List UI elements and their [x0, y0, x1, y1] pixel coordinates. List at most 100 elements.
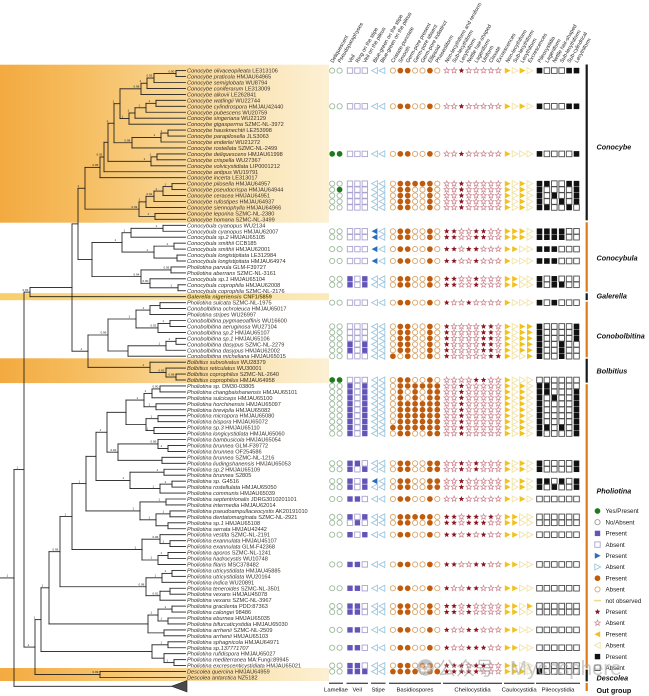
svg-text:1: 1 [129, 315, 131, 319]
svg-text:Pholiotina brunnea S2805: Pholiotina brunnea S2805 [187, 473, 251, 479]
svg-text:Absent: Absent [606, 564, 626, 571]
svg-text:1: 1 [140, 79, 142, 83]
svg-text:0.99: 0.99 [93, 670, 99, 674]
svg-text:1: 1 [156, 187, 158, 191]
svg-text:Conocybe enderlei WU21272: Conocybe enderlei WU21272 [187, 140, 260, 146]
svg-text:1: 1 [151, 556, 153, 560]
svg-text:Pholiotina sp.137771707: Pholiotina sp.137771707 [187, 646, 249, 652]
svg-text:Cheilocystidia: Cheilocystidia [454, 688, 491, 694]
svg-text:Pholiotina brunnea GLM-F39772: Pholiotina brunnea GLM-F39772 [187, 443, 268, 449]
svg-text:1: 1 [171, 284, 173, 288]
svg-text:1: 1 [155, 574, 157, 578]
svg-text:1: 1 [161, 129, 163, 133]
svg-text:Conocybe pubescens WU20759: Conocybe pubescens WU20759 [187, 110, 267, 116]
svg-text:0.92: 0.92 [111, 448, 117, 452]
svg-text:1: 1 [143, 306, 145, 310]
svg-text:Pholiotina arrhenii SZMC-NL-25: Pholiotina arrhenii SZMC-NL-2509 [187, 628, 273, 634]
svg-text:Pholiotina pseudoampullaceocys: Pholiotina pseudoampullaceocystis AK2019… [187, 509, 308, 515]
svg-text:0.96: 0.96 [153, 535, 159, 539]
svg-text:0.90: 0.90 [153, 385, 159, 389]
svg-text:Conobolbitina sp.1 HMJAU65106: Conobolbitina sp.1 HMJAU65106 [187, 336, 270, 342]
svg-text:Conocybe homana SZMC-NL-3499: Conocybe homana SZMC-NL-3499 [187, 217, 275, 223]
svg-text:Pholiotina arrhenii HMJAU65103: Pholiotina arrhenii HMJAU65103 [187, 634, 268, 640]
svg-text:0.96: 0.96 [151, 440, 157, 444]
svg-text:Pholiotina exannulata HMJAU451: Pholiotina exannulata HMJAU45107 [187, 539, 277, 545]
svg-text:Conobolbitina ochroleuca HMJAU: Conobolbitina ochroleuca HMJAU65017 [187, 307, 287, 313]
svg-text:1: 1 [123, 476, 125, 480]
svg-text:Conocybe rostellata SZMC-NL-24: Conocybe rostellata SZMC-NL-2499 [187, 146, 277, 152]
svg-text:Pholiotina sp. DM30-03805: Pholiotina sp. DM30-03805 [187, 384, 255, 390]
svg-text:Conocybe siennophylla HMJAU649: Conocybe siennophylla HMJAU64966 [187, 205, 281, 211]
svg-text:Conocybe watlingii WU22744: Conocybe watlingii WU22744 [187, 98, 260, 104]
svg-text:Conocybe volvicystidiata LIP00: Conocybe volvicystidiata LIP0001212 [187, 164, 280, 170]
svg-text:1: 1 [115, 238, 117, 242]
svg-text:Present: Present [606, 654, 628, 661]
svg-text:Descolea: Descolea [597, 673, 629, 682]
svg-text:0.92: 0.92 [159, 368, 165, 372]
svg-text:Pileocystidia: Pileocystidia [542, 688, 575, 694]
svg-text:1: 1 [163, 539, 165, 543]
svg-text:Conocybe pseudocrispa HMJAU649: Conocybe pseudocrispa HMJAU64944 [187, 188, 283, 194]
svg-text:1: 1 [161, 641, 163, 645]
svg-text:Present: Present [606, 575, 628, 582]
svg-text:0.95: 0.95 [93, 163, 99, 167]
svg-text:Pholiotina sulciceps HMJAU6510: Pholiotina sulciceps HMJAU65100 [187, 396, 273, 402]
svg-text:Conocybe ceracea HMJAU64951: Conocybe ceracea HMJAU64951 [187, 194, 270, 200]
svg-text:Conocybe crispella WU27367: Conocybe crispella WU27367 [187, 158, 261, 164]
svg-text:Pholiotina sp.3 HMJAU65110: Pholiotina sp.3 HMJAU65110 [187, 426, 260, 432]
svg-text:Pholiotina intermedia HMJAU620: Pholiotina intermedia HMJAU62014 [187, 503, 276, 509]
svg-text:Pholiotina bifurcaticystidia H: Pholiotina bifurcaticystidia HMJAU65030 [187, 622, 288, 628]
svg-text:Pholiotina mediterranea MA:Fun: Pholiotina mediterranea MA:Fungi:89945 [187, 658, 289, 664]
svg-text:Pholiotina calongei 98486: Pholiotina calongei 98486 [187, 610, 251, 616]
svg-text:Out group: Out group [597, 686, 632, 695]
svg-text:Conocybula: Conocybula [597, 254, 638, 263]
svg-text:0.94: 0.94 [134, 272, 140, 276]
svg-text:1: 1 [165, 480, 167, 484]
svg-text:Pholiotina dentatomarginata SZ: Pholiotina dentatomarginata SZMC-NL-2921 [187, 515, 297, 521]
svg-text:Bolbitius: Bolbitius [597, 366, 628, 375]
svg-text:Descolea quercina HMJAU64959: Descolea quercina HMJAU64959 [187, 670, 270, 676]
svg-text:Pholiotina sulcata SZMC-NL-197: Pholiotina sulcata SZMC-NL-1975 [187, 301, 272, 307]
svg-text:1: 1 [133, 507, 135, 511]
svg-text:Pholiotina stripes WU26997: Pholiotina stripes WU26997 [187, 313, 256, 319]
svg-text:Pholiotina communis HMJAU65039: Pholiotina communis HMJAU65039 [187, 491, 275, 497]
svg-text:公众号: 公众号 [437, 658, 494, 680]
svg-text:Galerella: Galerella [597, 291, 627, 300]
svg-text:Pholiotina brunnea OF254586: Pholiotina brunnea OF254586 [187, 449, 262, 455]
svg-text:Pholiotina vexans HMJAU45078: Pholiotina vexans HMJAU45078 [187, 592, 267, 598]
svg-text:Conocybula smithii CCB185: Conocybula smithii CCB185 [187, 241, 257, 247]
svg-text:Conocybe gigasperma SZMC-NL-39: Conocybe gigasperma SZMC-NL-3972 [187, 122, 284, 128]
svg-text:1: 1 [147, 248, 149, 252]
svg-text:Veil: Veil [347, 54, 356, 64]
svg-text:Pholiotina: Pholiotina [597, 486, 632, 495]
svg-text:1: 1 [169, 337, 171, 341]
svg-text:Conocybe leporina SZMC-NL-2380: Conocybe leporina SZMC-NL-2380 [187, 211, 274, 217]
svg-text:Pholiotina horchinensis HMJAU6: Pholiotina horchinensis HMJAU65097 [187, 402, 281, 408]
svg-text:Pholiotina rufidispora HMJAU65: Pholiotina rufidispora HMJAU65027 [187, 652, 276, 658]
svg-text:Conocybe pilosella HMJAU64957: Conocybe pilosella HMJAU64957 [187, 182, 270, 188]
svg-text:Absent: Absent [606, 542, 626, 549]
svg-text:Pholiotina changbaishanensis H: Pholiotina changbaishanensis HMJAU65101 [187, 390, 297, 396]
svg-text:Conocybula longistipitata LE31: Conocybula longistipitata LE312984 [187, 253, 276, 259]
svg-text:0.93: 0.93 [23, 288, 29, 292]
svg-text:Pholiotina utricystidiata HMJA: Pholiotina utricystidiata HMJAU45885 [187, 568, 281, 574]
svg-text:0.99: 0.99 [101, 331, 107, 335]
svg-text:Pholiotina longicystidiata HMJ: Pholiotina longicystidiata HMJAU65060 [187, 432, 285, 438]
svg-text:Conocybe olivaceopileata LE313: Conocybe olivaceopileata LE313106 [187, 69, 278, 75]
svg-text:1: 1 [79, 479, 81, 483]
svg-text:Conocybula coprophila SZMC-NL-: Conocybula coprophila SZMC-NL-2176 [187, 289, 285, 295]
svg-text:1: 1 [149, 99, 151, 103]
svg-text:1: 1 [78, 184, 80, 188]
svg-text:1: 1 [151, 414, 153, 418]
svg-text:1: 1 [149, 516, 151, 520]
svg-text:1: 1 [167, 242, 169, 246]
svg-text:Pholiotina sphagnicola HMJAU64: Pholiotina sphagnicola HMJAU64971 [187, 640, 279, 646]
svg-text:Present: Present [606, 631, 628, 638]
svg-text:Conocybe incerta LE313017: Conocybe incerta LE313017 [187, 176, 258, 182]
svg-text:Pholiotina teneroides SZMC-NL-: Pholiotina teneroides SZMC-NL-3501 [187, 586, 280, 592]
svg-text:Bolbitius reticulatus WU30001: Bolbitius reticulatus WU30001 [187, 366, 262, 372]
svg-text:Pholiotina serrata HMJAU42442: Pholiotina serrata HMJAU42442 [187, 527, 267, 533]
svg-text:Conobolbitina dasypus SZMC-NL-: Conobolbitina dasypus SZMC-NL-2279 [187, 342, 284, 348]
svg-text:Conobolbitina sp.2 HMJAU65107: Conobolbitina sp.2 HMJAU65107 [187, 330, 270, 336]
svg-text:Pholiotina liudingshanensis HM: Pholiotina liudingshanensis HMJAU65053 [187, 461, 291, 467]
